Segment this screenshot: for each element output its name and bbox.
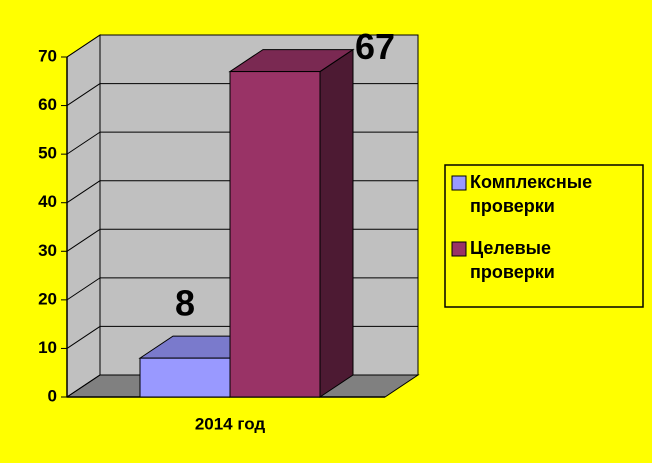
grid-line — [66, 277, 101, 301]
y-tick-label: 40 — [38, 192, 57, 211]
bar — [139, 357, 231, 398]
y-tick-label: 20 — [38, 289, 57, 308]
legend-box — [444, 164, 644, 308]
y-tick-label: 60 — [38, 95, 57, 114]
data-label: 67 — [355, 26, 395, 67]
data-label: 8 — [175, 283, 195, 324]
grid-line — [66, 228, 101, 252]
grid-line — [66, 374, 101, 398]
bar — [229, 71, 321, 398]
grid-line — [66, 131, 101, 155]
y-tick-label: 50 — [38, 144, 57, 163]
grid-line — [66, 326, 101, 349]
legend-item: Целевые проверки — [470, 238, 555, 282]
y-tick-label: 0 — [48, 386, 57, 405]
legend-swatch — [451, 241, 467, 257]
bar-side — [319, 48, 354, 398]
x-tick-label: 2014 год — [195, 414, 266, 433]
y-tick-label: 10 — [38, 338, 57, 357]
grid-line — [66, 83, 101, 106]
y-tick-label: 70 — [38, 46, 57, 65]
side-wall — [66, 34, 101, 398]
grid-line — [66, 180, 101, 204]
legend-swatch — [451, 175, 467, 191]
grid-line — [66, 34, 101, 58]
legend-label: Комплексные проверки — [470, 172, 593, 216]
legend-label: Целевые проверки — [470, 238, 555, 282]
legend-item: Комплексные проверки — [470, 172, 593, 216]
y-tick-label: 30 — [38, 241, 57, 260]
